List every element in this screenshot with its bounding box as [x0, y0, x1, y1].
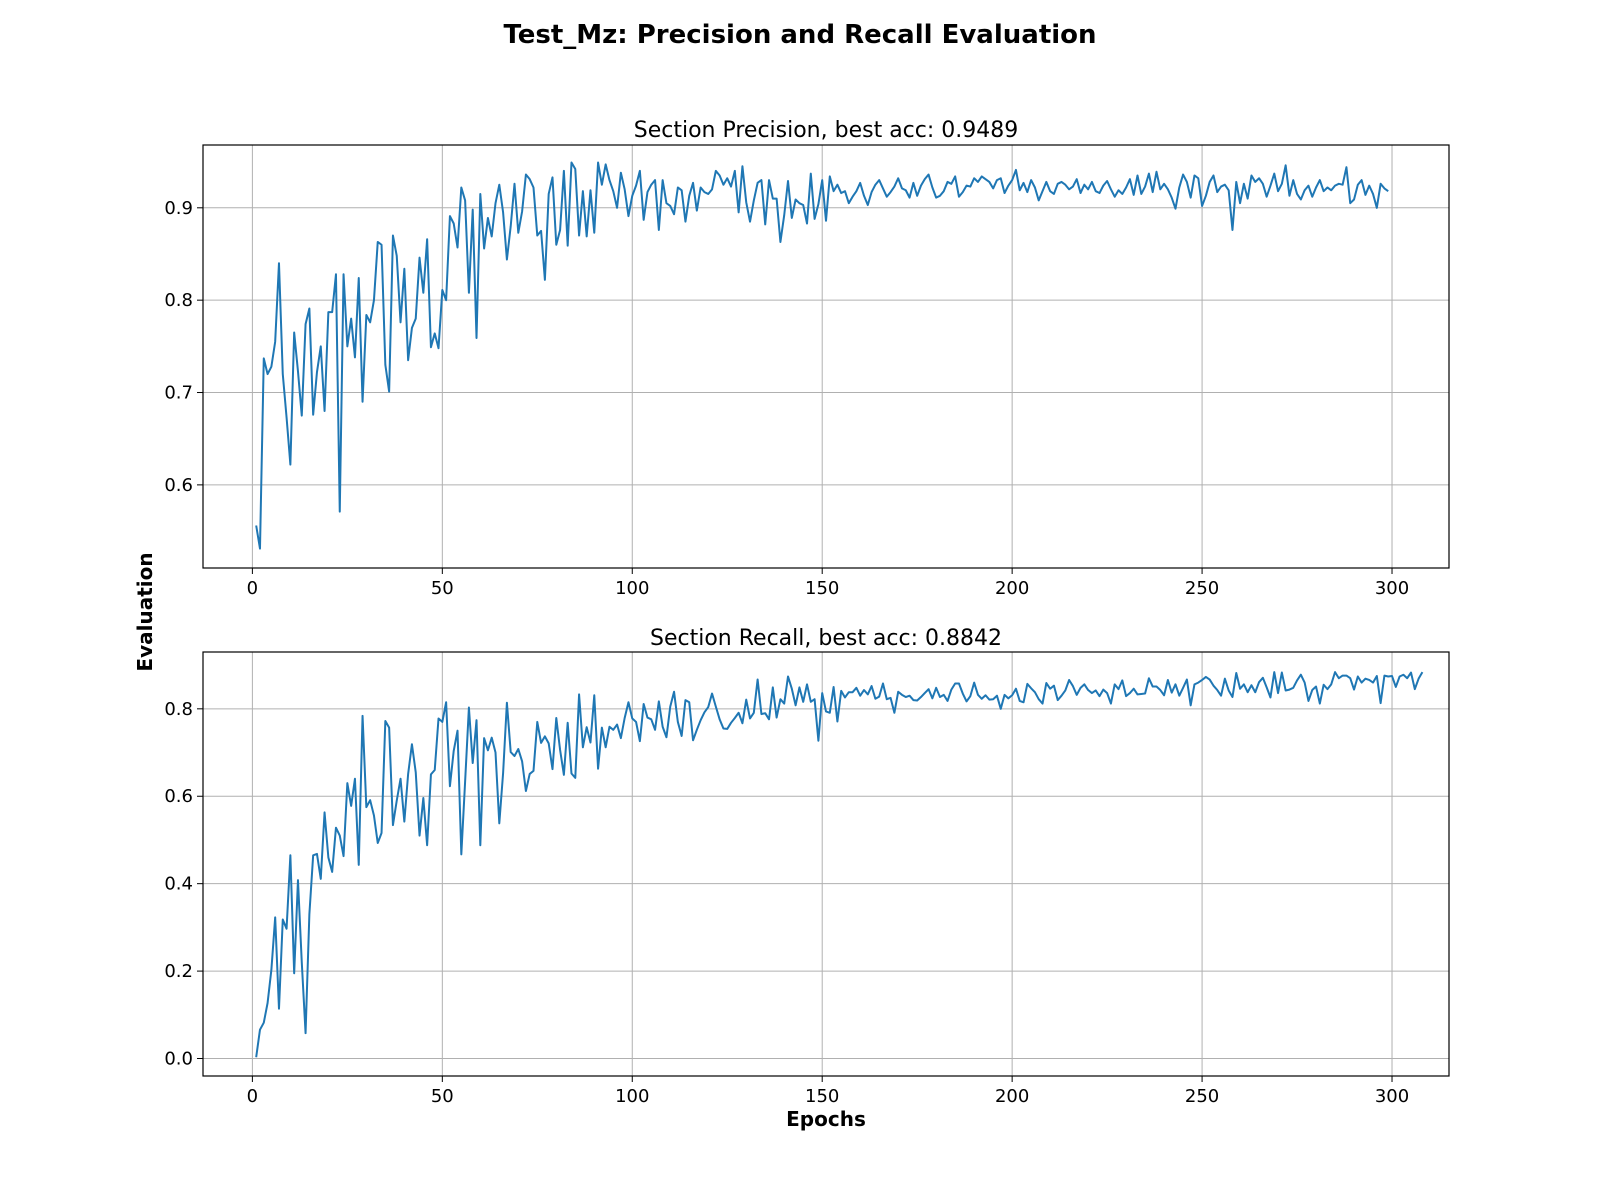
figure-xlabel: Epochs [786, 1107, 866, 1131]
recall-grid [203, 652, 1449, 1076]
precision-series [255, 161, 1389, 550]
precision-x-tick-label: 250 [1185, 578, 1219, 599]
recall-series [255, 671, 1424, 1058]
precision-x-tick-label: 0 [247, 578, 258, 599]
recall-x-tick-label: 100 [615, 1086, 649, 1107]
precision-grid [203, 145, 1449, 568]
recall-ticks: 0 50 100 150 200 250 300 0.0 0.2 0.4 0.6 0.8 [164, 699, 1409, 1107]
precision-x-tick-label: 200 [995, 578, 1029, 599]
precision-panel: Section Precision, best acc: 0.9489 0 50 1… [164, 118, 1450, 599]
precision-y-tick-label: 0.8 [164, 290, 193, 311]
recall-y-tick-label: 0.4 [164, 874, 193, 895]
recall-y-tick-label: 0.0 [164, 1049, 193, 1070]
precision-x-tick-label: 300 [1375, 578, 1409, 599]
recall-x-tick-label: 50 [431, 1086, 454, 1107]
precision-y-tick-label: 0.9 [164, 198, 193, 219]
recall-x-tick-label: 250 [1185, 1086, 1219, 1107]
recall-panel: Section Recall, best acc: 0.8842 0 50 100 1… [164, 626, 1450, 1107]
recall-x-tick-label: 300 [1375, 1086, 1409, 1107]
recall-line [255, 671, 1424, 1058]
recall-y-tick-label: 0.6 [164, 786, 193, 807]
recall-y-tick-label: 0.2 [164, 961, 193, 982]
precision-y-tick-label: 0.7 [164, 383, 193, 404]
precision-axes-frame [202, 144, 1450, 569]
precision-title: Section Precision, best acc: 0.9489 [634, 118, 1019, 143]
precision-x-tick-label: 150 [805, 578, 839, 599]
precision-y-tick-label: 0.6 [164, 475, 193, 496]
precision-ticks: 0 50 100 150 200 250 300 0.6 0.7 0.8 0.9 [164, 198, 1409, 599]
figure-suptitle: Test_Mz: Precision and Recall Evaluation [503, 20, 1096, 50]
precision-line [255, 161, 1389, 550]
recall-title: Section Recall, best acc: 0.8842 [650, 626, 1002, 651]
precision-x-tick-label: 100 [615, 578, 649, 599]
recall-y-tick-label: 0.8 [164, 699, 193, 720]
recall-axes-frame [202, 651, 1450, 1077]
figure-ylabel: Evaluation [133, 552, 157, 671]
recall-x-tick-label: 0 [247, 1086, 258, 1107]
recall-x-tick-label: 150 [805, 1086, 839, 1107]
recall-x-tick-label: 200 [995, 1086, 1029, 1107]
precision-x-tick-label: 50 [431, 578, 454, 599]
